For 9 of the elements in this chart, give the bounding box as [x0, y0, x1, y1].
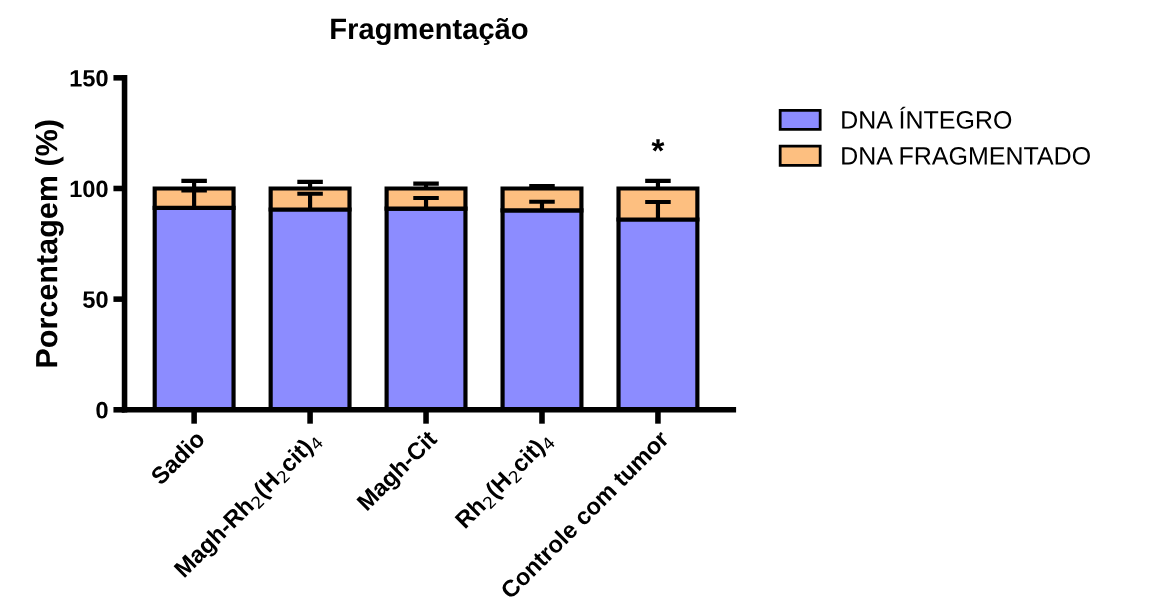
y-tick-label: 0 — [96, 401, 108, 419]
legend-label: DNA FRAGMENTADO — [842, 147, 1090, 165]
y-tick-label: 150 — [70, 69, 108, 87]
y-tick-label: 50 — [83, 291, 108, 308]
legend-label: DNA ÍNTEGRO — [842, 106, 1012, 129]
y-axis-title: Porcentagem (%) — [35, 120, 64, 367]
y-tick-label: 100 — [70, 180, 108, 198]
chart-title: Fragmentação — [331, 17, 528, 46]
annotation: * — [651, 139, 665, 152]
